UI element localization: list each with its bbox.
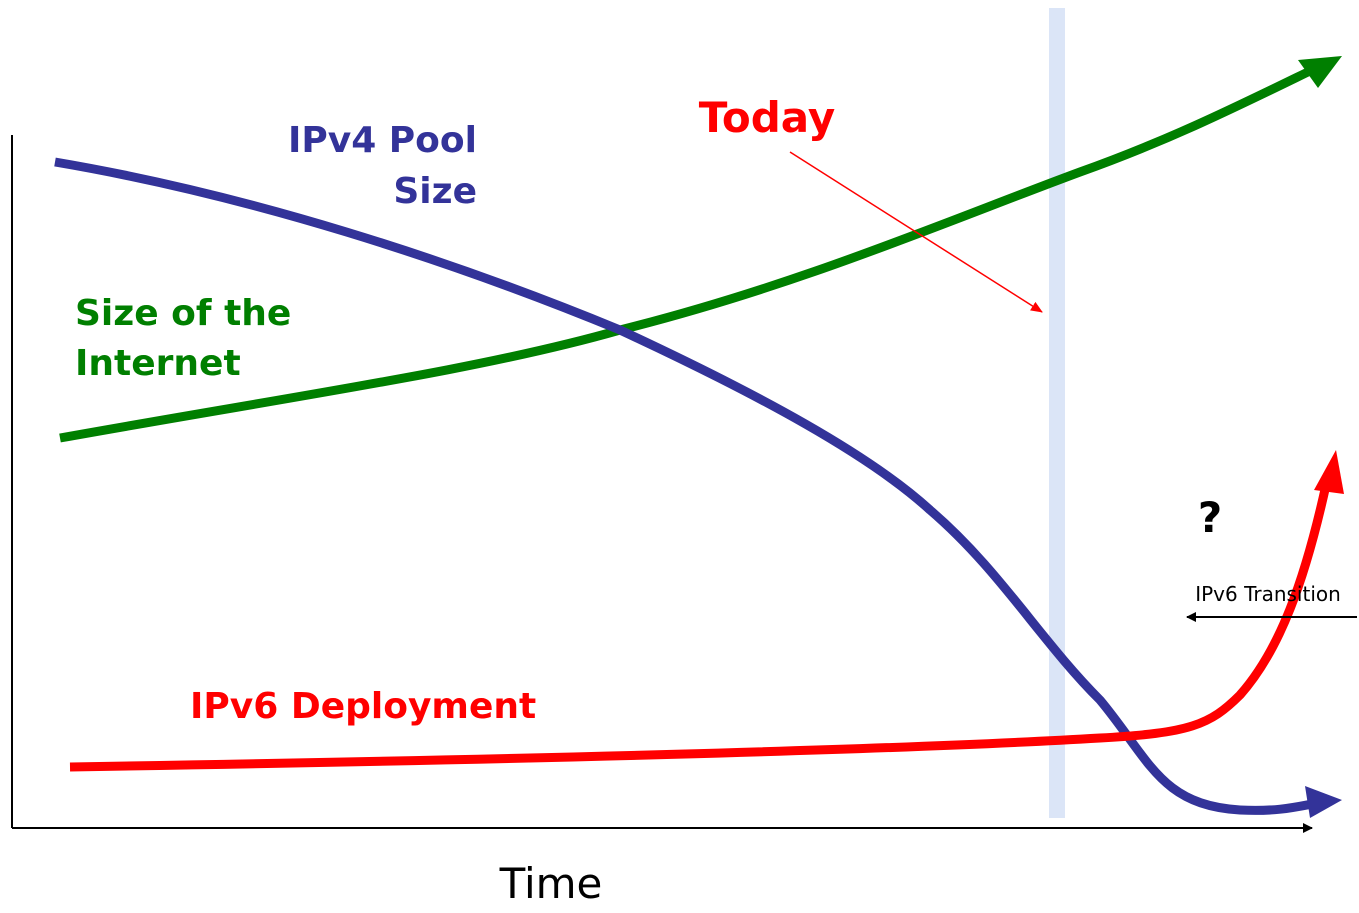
ipv4-curve [54,157,1319,815]
ipv6-arrowhead [1314,450,1344,494]
today-label: Today [699,93,835,142]
internet-label: Internet [75,343,241,384]
ipv6-curve [69,484,1331,772]
ipv4-arrowhead [1305,786,1342,818]
ipv4-label: IPv4 Pool [288,120,477,161]
time-label: Time [499,859,603,908]
transition-label: IPv6 Transition [1195,582,1341,606]
deployment-label: IPv6 Deployment [190,686,536,727]
ipv4-label: Size [393,171,477,212]
internet-label: Size of the [75,293,291,334]
internet-curve [59,65,1314,443]
question-label: ? [1198,493,1222,542]
today-band [1049,8,1065,818]
internet-arrowhead [1298,56,1342,88]
today-pointer [789,151,1043,313]
